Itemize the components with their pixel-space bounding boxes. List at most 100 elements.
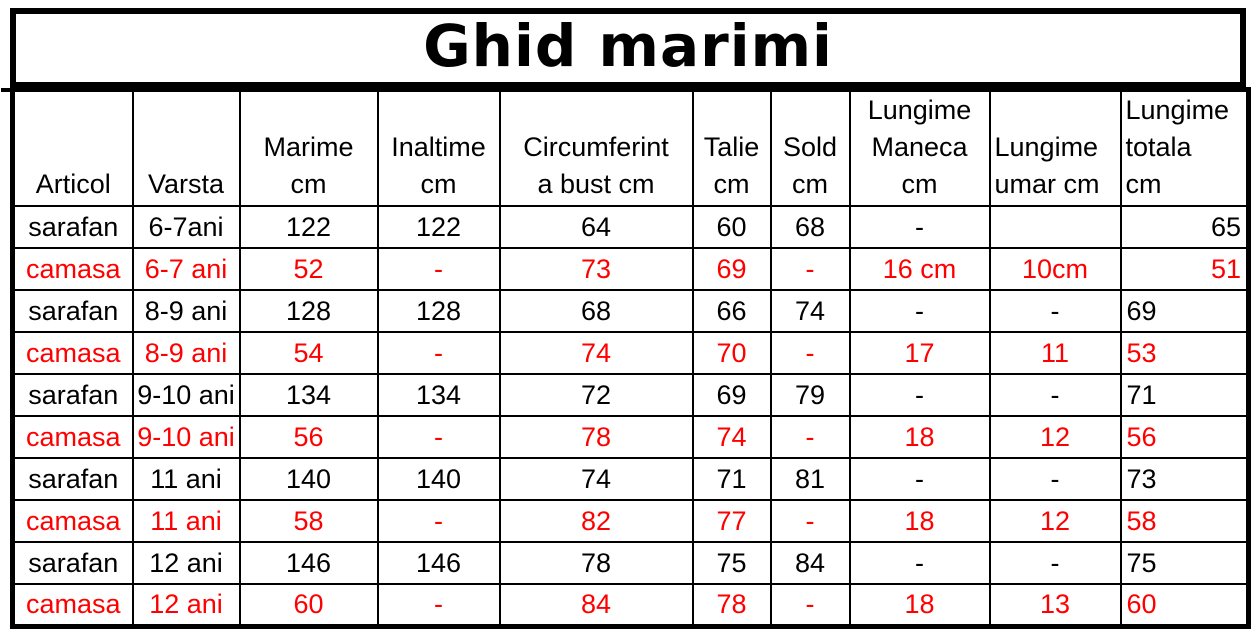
cell-marime: 122: [238, 205, 379, 249]
cell-lungime-umar: 11: [988, 331, 1122, 375]
cell-circumferinta-bust: 72: [498, 373, 694, 417]
border-tick-artifact: [1, 88, 11, 92]
table-row: sarafan 11 ani 140 140 74 71 81 - - 73: [11, 457, 1250, 501]
cell-talie: 78: [691, 583, 772, 627]
cell-talie: 69: [691, 373, 772, 417]
col-header-talie: Talie cm: [691, 88, 772, 207]
cell-talie: 71: [691, 457, 772, 501]
cell-circumferinta-bust: 73: [498, 247, 694, 291]
cell-inaltime: 122: [376, 205, 501, 249]
cell-sold: -: [769, 583, 851, 627]
cell-sold: 81: [769, 457, 851, 501]
cell-lungime-maneca: 18: [848, 415, 991, 459]
col-header-inaltime: Inaltime cm: [376, 88, 501, 207]
table-row: sarafan 8-9 ani 128 128 68 66 74 - - 69: [11, 289, 1250, 333]
header-line: Articol: [35, 169, 111, 199]
cell-lungime-maneca: -: [848, 289, 991, 333]
cell-articol: sarafan: [11, 289, 134, 333]
cell-lungime-umar: 12: [988, 415, 1122, 459]
cell-talie: 60: [691, 205, 772, 249]
cell-lungime-totala: 73: [1119, 457, 1250, 501]
cell-lungime-maneca: 16 cm: [848, 247, 991, 291]
cell-marime: 140: [238, 457, 379, 501]
cell-varsta: 11 ani: [131, 499, 241, 543]
cell-marime: 60: [238, 583, 379, 627]
cell-lungime-maneca: -: [848, 457, 991, 501]
header-line: Circumferint: [523, 132, 669, 162]
header-line: cm: [1125, 169, 1162, 199]
header-line: cm: [420, 169, 457, 199]
cell-talie: 74: [691, 415, 772, 459]
cell-articol: camasa: [11, 415, 134, 459]
cell-varsta: 8-9 ani: [131, 289, 241, 333]
cell-lungime-umar: -: [988, 457, 1122, 501]
col-header-lungime-totala: Lungime totala cm: [1119, 88, 1250, 207]
cell-varsta: 11 ani: [131, 457, 241, 501]
cell-inaltime: 146: [376, 541, 501, 585]
header-line: cm: [792, 169, 828, 199]
header-line: Marime: [263, 132, 354, 162]
cell-sold: -: [769, 499, 851, 543]
cell-inaltime: 134: [376, 373, 501, 417]
col-header-circumferinta-bust: Circumferint a bust cm: [498, 88, 694, 207]
cell-sold: -: [769, 415, 851, 459]
cell-sold: 84: [769, 541, 851, 585]
header-line: Lungime: [1125, 95, 1230, 125]
cell-varsta: 9-10 ani: [131, 373, 241, 417]
col-header-marime: Marime cm: [238, 88, 379, 207]
cell-inaltime: -: [376, 415, 501, 459]
header-line: a bust cm: [537, 169, 655, 199]
cell-circumferinta-bust: 74: [498, 457, 694, 501]
cell-inaltime: 128: [376, 289, 501, 333]
cell-marime: 128: [238, 289, 379, 333]
cell-circumferinta-bust: 84: [498, 583, 694, 627]
header-line: umar cm: [994, 169, 1100, 199]
cell-lungime-maneca: -: [848, 373, 991, 417]
cell-talie: 66: [691, 289, 772, 333]
cell-circumferinta-bust: 78: [498, 415, 694, 459]
table-row: camasa 11 ani 58 - 82 77 - 18 12 58: [11, 499, 1250, 543]
cell-lungime-maneca: 18: [848, 583, 991, 627]
header-line: cm: [901, 169, 938, 199]
header-row: Articol Varsta Marime cm Inaltime cm Cir…: [11, 88, 1250, 207]
cell-lungime-totala: 53: [1119, 331, 1250, 375]
table-row: camasa 12 ani 60 - 84 78 - 18 13 60: [11, 583, 1250, 627]
header-line: cm: [713, 169, 750, 199]
header-line: Talie: [703, 132, 760, 162]
cell-lungime-totala: 60: [1119, 583, 1250, 627]
cell-lungime-umar: 13: [988, 583, 1122, 627]
cell-varsta: 12 ani: [131, 541, 241, 585]
table-row: camasa 8-9 ani 54 - 74 70 - 17 11 53: [11, 331, 1250, 375]
cell-inaltime: -: [376, 583, 501, 627]
cell-marime: 146: [238, 541, 379, 585]
cell-lungime-umar: 12: [988, 499, 1122, 543]
header-line: totala: [1125, 132, 1192, 162]
cell-lungime-umar: [988, 205, 1122, 249]
cell-varsta: 6-7 ani: [131, 247, 241, 291]
cell-articol: camasa: [11, 499, 134, 543]
page-title: Ghid marimi: [423, 12, 833, 80]
cell-talie: 70: [691, 331, 772, 375]
header-line: Lungime: [994, 132, 1099, 162]
header-line: Inaltime: [391, 132, 486, 162]
cell-marime: 54: [238, 331, 379, 375]
header-line: Lungime: [867, 95, 972, 125]
cell-inaltime: 140: [376, 457, 501, 501]
cell-marime: 58: [238, 499, 379, 543]
cell-articol: sarafan: [11, 457, 134, 501]
cell-marime: 56: [238, 415, 379, 459]
cell-lungime-totala: 65: [1119, 205, 1250, 249]
cell-lungime-maneca: 18: [848, 499, 991, 543]
cell-inaltime: -: [376, 247, 501, 291]
cell-lungime-totala: 71: [1119, 373, 1250, 417]
table-row: sarafan 9-10 ani 134 134 72 69 79 - - 71: [11, 373, 1250, 417]
cell-marime: 52: [238, 247, 379, 291]
col-header-lungime-maneca: Lungime Maneca cm: [848, 88, 991, 207]
header-line: Sold: [782, 132, 838, 162]
header-line: Maneca: [871, 132, 968, 162]
cell-articol: sarafan: [11, 373, 134, 417]
cell-lungime-totala: 58: [1119, 499, 1250, 543]
cell-sold: 68: [769, 205, 851, 249]
cell-circumferinta-bust: 68: [498, 289, 694, 333]
cell-circumferinta-bust: 74: [498, 331, 694, 375]
